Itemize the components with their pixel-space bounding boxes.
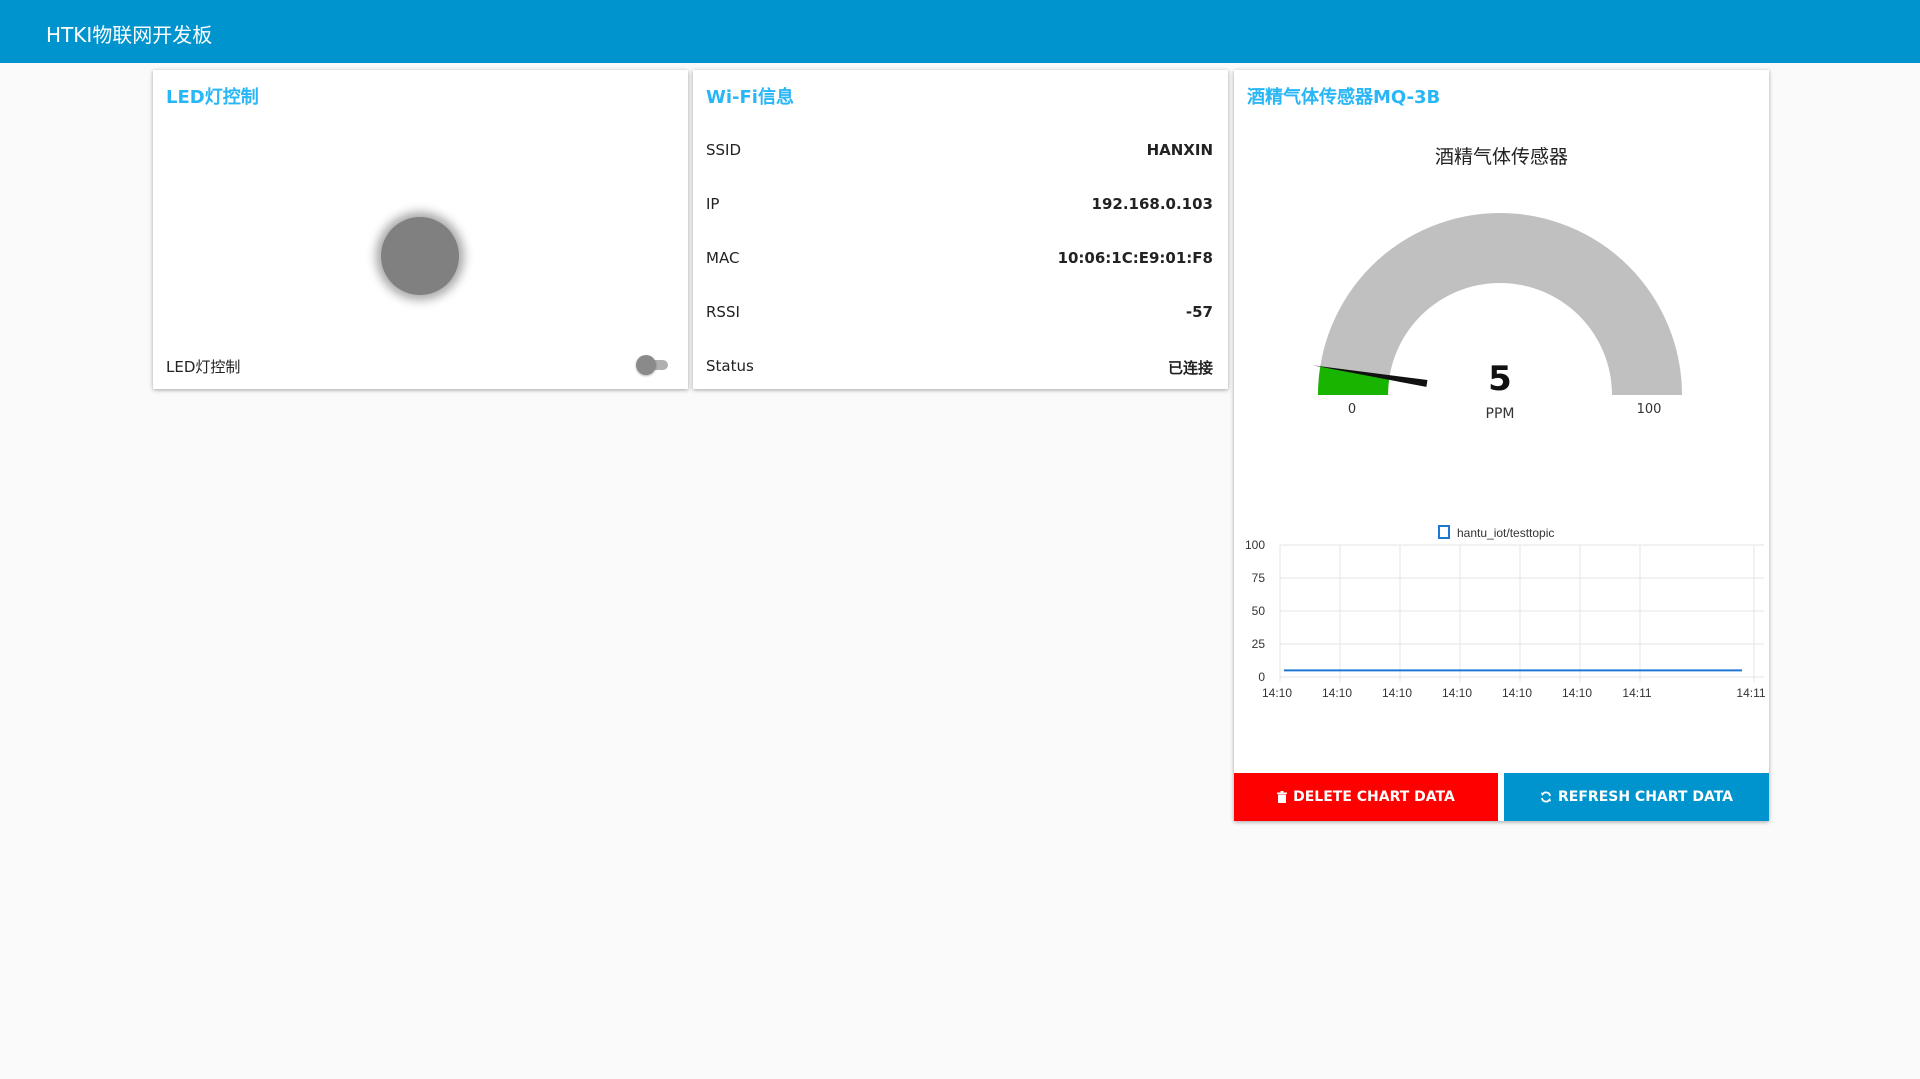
gauge-heading: 酒精气体传感器 xyxy=(1434,146,1568,168)
wifi-info-card: Wi-Fi信息 SSID HANXIN IP 192.168.0.103 MAC… xyxy=(693,70,1228,389)
wifi-row-ssid: SSID HANXIN xyxy=(706,141,1213,163)
x-tick-label: 14:11 xyxy=(1736,686,1765,700)
x-tick-label: 14:10 xyxy=(1502,686,1532,700)
x-tick-label: 14:10 xyxy=(1262,686,1292,700)
gauge-needle xyxy=(1312,365,1428,387)
refresh-button-label: REFRESH CHART DATA xyxy=(1558,789,1733,805)
wifi-row-label: MAC xyxy=(706,249,740,267)
wifi-row-label: SSID xyxy=(706,141,742,159)
trash-icon xyxy=(1277,791,1288,803)
gauge-unit: PPM xyxy=(1486,406,1515,422)
delete-button-label: DELETE CHART DATA xyxy=(1293,789,1455,805)
wifi-card-title: Wi-Fi信息 xyxy=(706,87,794,108)
line-chart: hantu_iot/testtopic 100 75 50 25 0 14:10 14:10 1… xyxy=(1245,525,1766,700)
wifi-row-label: RSSI xyxy=(706,303,740,321)
x-tick-label: 14:10 xyxy=(1442,686,1472,700)
gauge-track xyxy=(1318,213,1682,395)
led-indicator xyxy=(381,217,459,295)
toggle-thumb xyxy=(636,355,656,375)
x-tick-label: 14:10 xyxy=(1322,686,1352,700)
wifi-row-ip: IP 192.168.0.103 xyxy=(706,195,1213,217)
wifi-row-value: HANXIN xyxy=(1146,141,1213,159)
legend-label: hantu_iot/testtopic xyxy=(1457,526,1554,540)
y-tick-label: 100 xyxy=(1245,538,1265,552)
wifi-row-value: 10:06:1C:E9:01:F8 xyxy=(1057,249,1213,267)
gauge-min-label: 0 xyxy=(1348,402,1356,417)
top-app-bar: HTKI物联网开发板 xyxy=(0,0,1920,63)
sensor-card-title: 酒精气体传感器MQ-3B xyxy=(1247,87,1441,108)
gauge-value: 5 xyxy=(1488,359,1512,399)
wifi-row-value: -57 xyxy=(1185,303,1213,321)
wifi-row-value: 已连接 xyxy=(1167,359,1213,377)
delete-chart-data-button[interactable]: DELETE CHART DATA xyxy=(1234,773,1498,821)
y-tick-label: 50 xyxy=(1252,604,1266,618)
led-card-title: LED灯控制 xyxy=(166,87,259,108)
y-tick-label: 75 xyxy=(1252,571,1266,585)
wifi-row-mac: MAC 10:06:1C:E9:01:F8 xyxy=(706,249,1213,271)
ppm-gauge: 5 PPM 0 100 xyxy=(1312,213,1682,422)
refresh-chart-data-button[interactable]: REFRESH CHART DATA xyxy=(1504,773,1769,821)
alcohol-sensor-card: 酒精气体传感器MQ-3B 酒精气体传感器 5 PPM 0 100 hantu_i… xyxy=(1234,70,1769,821)
y-tick-label: 0 xyxy=(1258,670,1265,684)
wifi-row-label: Status xyxy=(706,357,754,375)
app-title: HTKI物联网开发板 xyxy=(46,23,213,47)
y-tick-label: 25 xyxy=(1252,637,1266,651)
led-switch-label: LED灯控制 xyxy=(166,358,241,376)
x-tick-label: 14:10 xyxy=(1382,686,1412,700)
wifi-row-status: Status 已连接 xyxy=(706,357,1213,379)
gauge-fill xyxy=(1318,366,1390,395)
gauge-max-label: 100 xyxy=(1637,402,1662,417)
wifi-row-value: 192.168.0.103 xyxy=(1091,195,1213,213)
x-tick-label: 14:10 xyxy=(1562,686,1592,700)
led-control-card: LED灯控制 LED灯控制 xyxy=(153,70,688,389)
legend-swatch xyxy=(1438,525,1450,539)
x-tick-label: 14:11 xyxy=(1622,686,1651,700)
refresh-icon xyxy=(1541,791,1551,803)
wifi-row-rssi: RSSI -57 xyxy=(706,303,1213,325)
led-toggle-switch[interactable] xyxy=(636,355,670,375)
wifi-row-label: IP xyxy=(706,195,720,213)
